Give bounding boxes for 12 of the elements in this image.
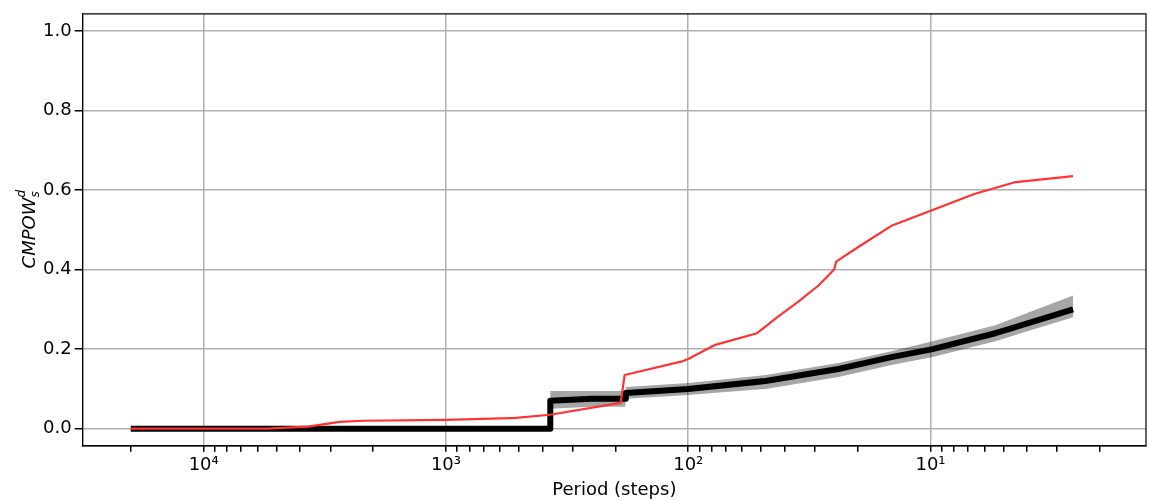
x-axis-title: Period (steps): [552, 477, 677, 499]
y-axis-title: CMPOWsd: [14, 189, 43, 269]
y-tick-label: 0.2: [42, 336, 72, 358]
y-tick-label: 0.4: [42, 257, 72, 279]
x-tick-label: 10³: [430, 453, 462, 475]
y-tick-label: 0.0: [42, 416, 72, 438]
x-tick-label: 10⁴: [188, 453, 219, 475]
x-tick-label: 10²: [673, 453, 704, 475]
y-tick-label: 0.6: [42, 177, 72, 199]
y-tick-label: 1.0: [42, 18, 72, 40]
x-tick-label: 10¹: [915, 453, 946, 475]
y-tick-label: 0.8: [42, 98, 72, 120]
